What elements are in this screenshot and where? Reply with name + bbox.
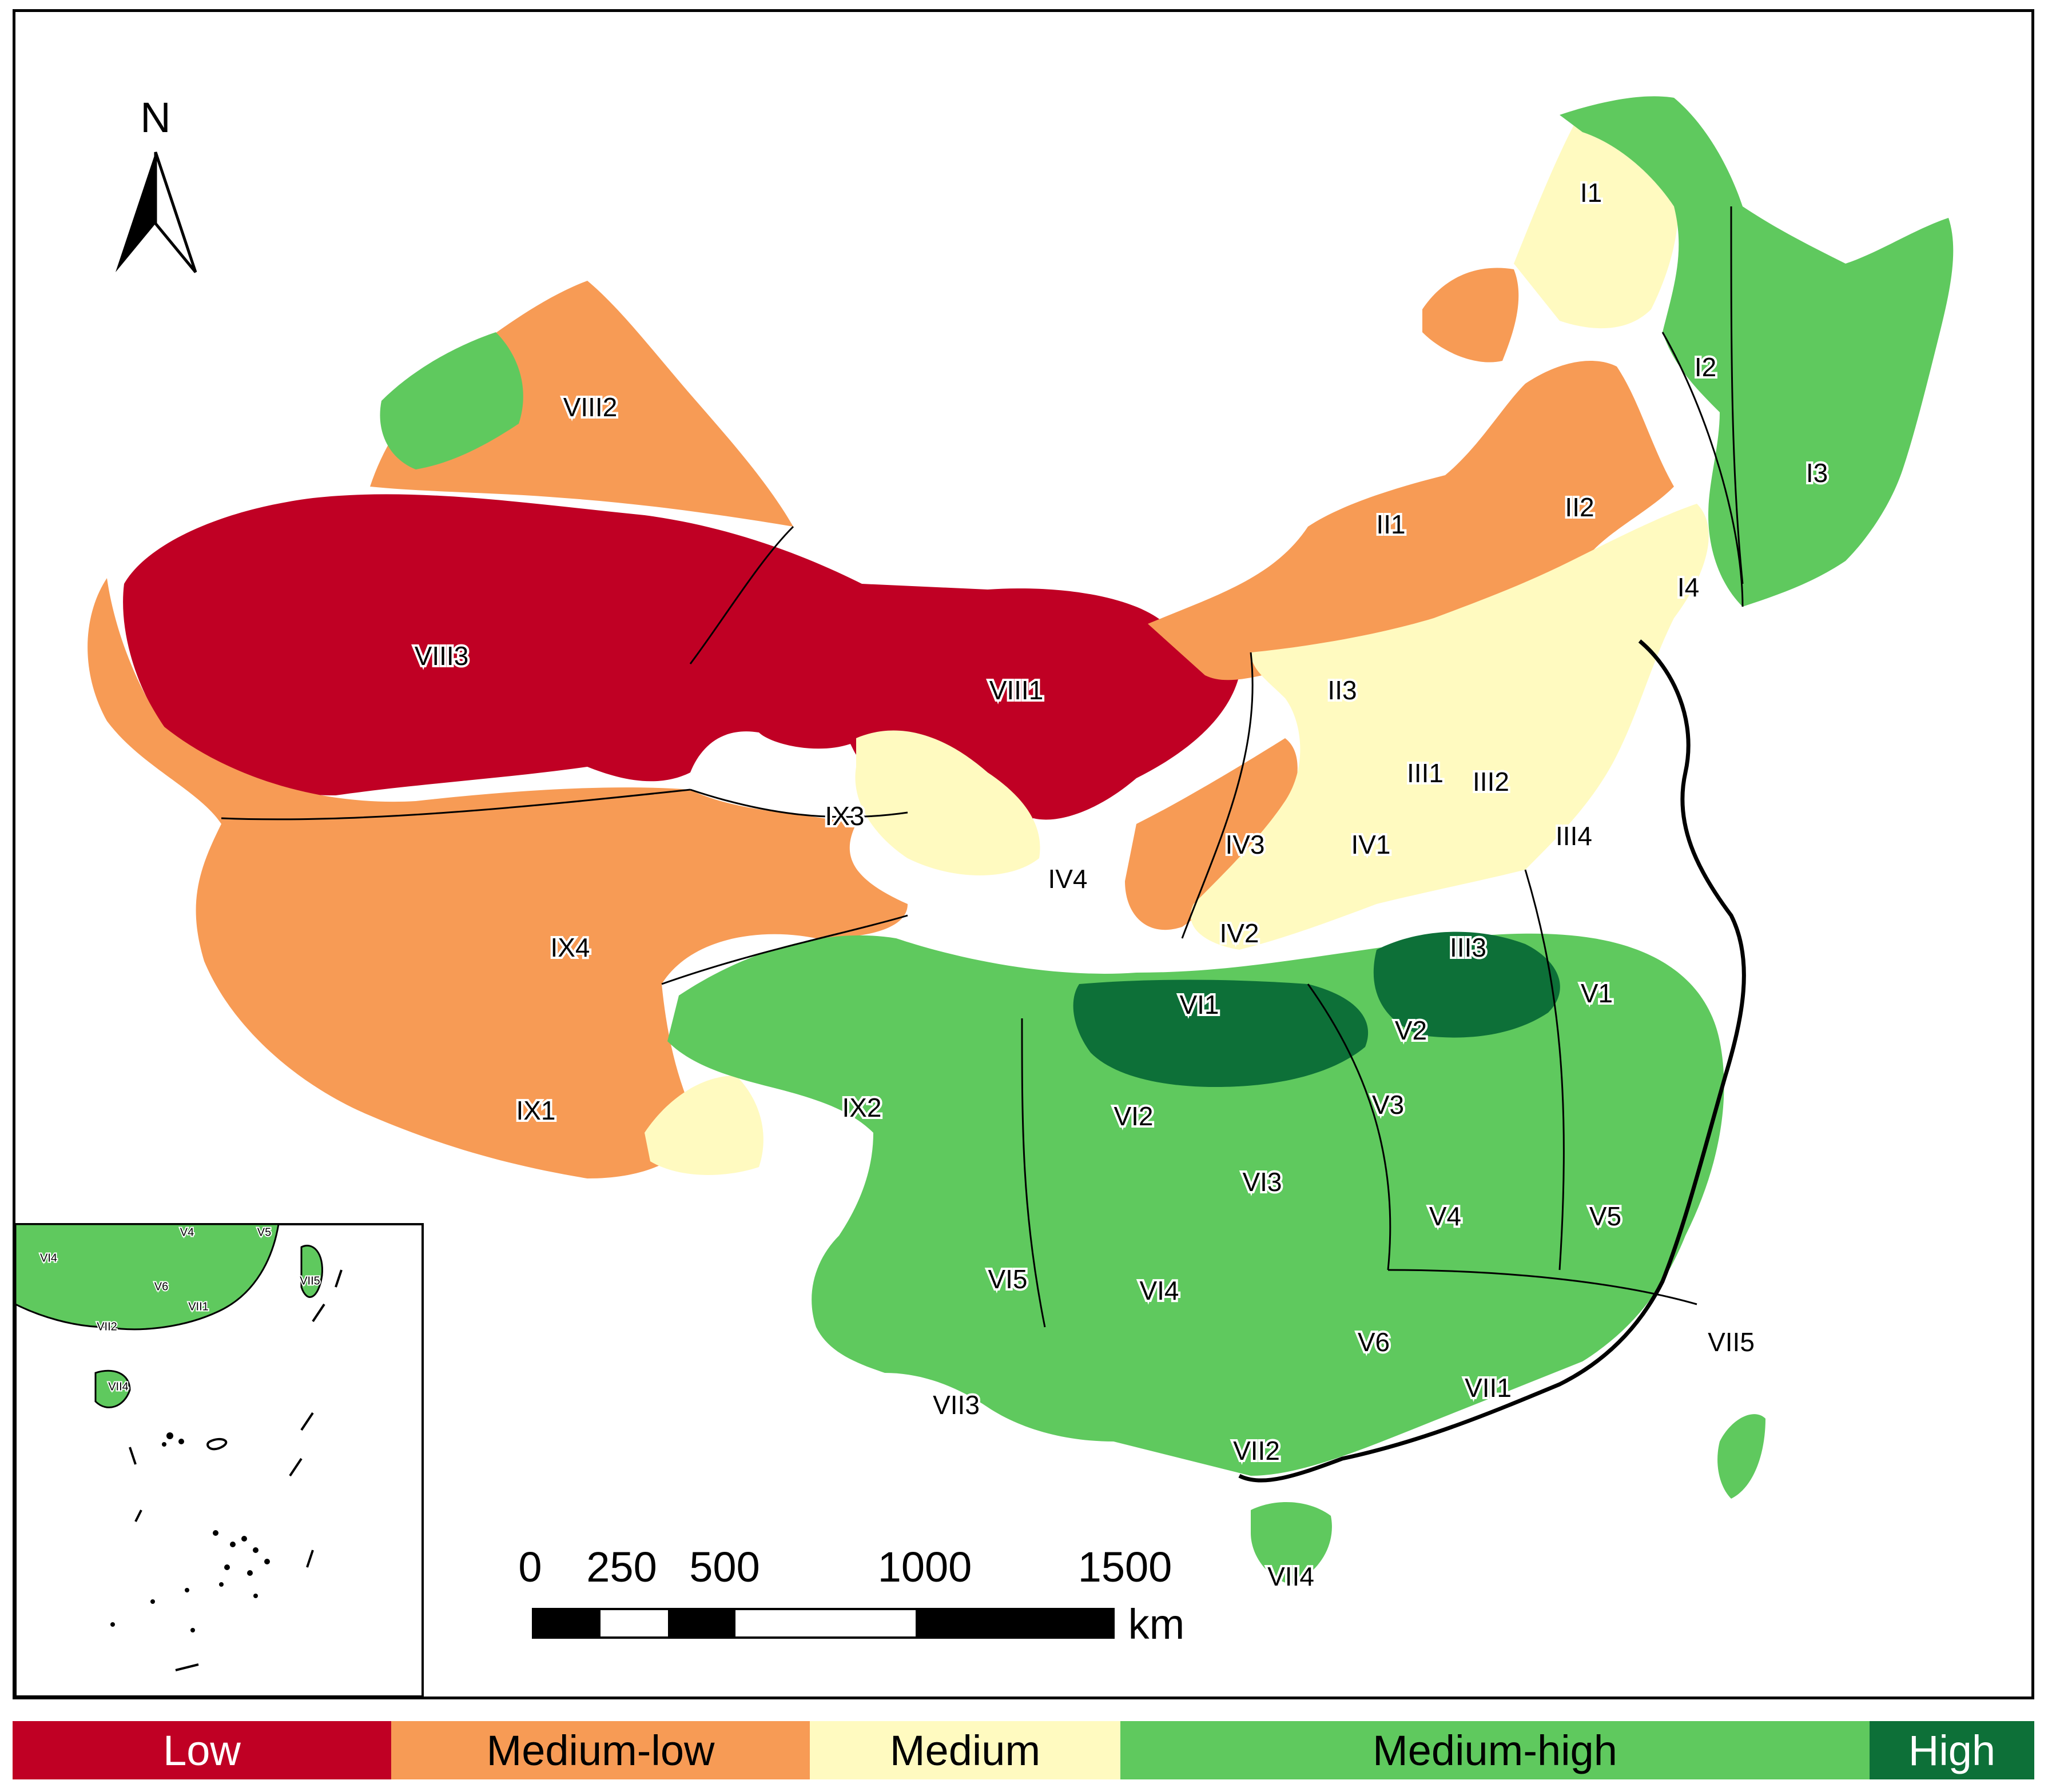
north-arrow: N — [116, 94, 197, 273]
region-label-vii5: VII5 — [1708, 1327, 1755, 1357]
zone-medium-high — [380, 332, 523, 469]
region-label-iv3: IV3 — [1225, 830, 1264, 859]
zone-medium — [1190, 504, 1709, 950]
zone-medium-low — [88, 578, 908, 1178]
zone-medium-high — [667, 933, 1724, 1476]
legend-label: High — [1908, 1726, 1996, 1774]
region-label-v2: V2 — [1395, 1016, 1427, 1045]
scale-tick-1000: 1000 — [878, 1543, 972, 1591]
region-label-i1: I1 — [1580, 178, 1602, 208]
zone-medium — [645, 1076, 763, 1175]
map-frame: N 0 250 500 1000 1500 km I1 I2 I3 I4 II1 II2 I… — [13, 9, 2034, 1699]
inset-labels: VI4 V6 VII1 VII2 VII4 VII5 V4 V5 — [39, 1225, 321, 1394]
inset-label-vii2: VII2 — [97, 1320, 117, 1333]
region-label-v1: V1 — [1581, 978, 1613, 1008]
inset-map — [15, 1223, 424, 1697]
region-label-i3: I3 — [1806, 458, 1828, 488]
region-label-vi5: VI5 — [988, 1264, 1027, 1294]
region-label-iv1: IV1 — [1351, 830, 1390, 859]
region-label-viii3: VIII3 — [415, 641, 469, 671]
zone-high — [1373, 931, 1560, 1038]
zone-medium-high — [1251, 1502, 1332, 1584]
region-label-iv2: IV2 — [1219, 918, 1259, 948]
region-label-ix2: IX2 — [842, 1093, 881, 1122]
region-labels: I1 I2 I3 I4 II1 II2 II3 III1 III2 III3 III4 IV1 IV2 I… — [412, 176, 1830, 1594]
region-label-vii4: VII4 — [1267, 1562, 1314, 1591]
region-label-viii2: VIII2 — [563, 392, 618, 422]
region-label-iii1: III1 — [1407, 758, 1443, 788]
region-label-ix1: IX1 — [516, 1096, 555, 1125]
legend-label: Medium-low — [486, 1726, 715, 1774]
zone-medium-low — [1422, 268, 1519, 363]
scale-tick-0: 0 — [518, 1543, 542, 1591]
region-label-iii4: III4 — [1556, 821, 1592, 851]
region-label-iii2: III2 — [1473, 767, 1509, 797]
zone-medium — [855, 730, 1040, 875]
region-label-vii3: VII3 — [933, 1390, 980, 1420]
legend-item-high: High — [1870, 1721, 2034, 1779]
region-label-iii3: III3 — [1450, 933, 1486, 962]
region-label-i4: I4 — [1677, 572, 1699, 602]
scale-tick-1500: 1500 — [1078, 1543, 1172, 1591]
region-label-ii3: II3 — [1327, 675, 1357, 705]
zone-medium-low — [1148, 361, 1674, 680]
region-label-vi4: VI4 — [1139, 1276, 1179, 1305]
scale-bar: 0 250 500 1000 1500 km — [518, 1543, 1184, 1648]
legend: Low Medium-low Medium Medium-high High — [13, 1721, 2034, 1779]
zone-medium-high — [1717, 1414, 1765, 1499]
legend-label: Medium — [889, 1726, 1041, 1774]
region-label-vi1: VI1 — [1179, 990, 1219, 1020]
inset-label-v4: V4 — [180, 1226, 194, 1239]
inset-label-vii4: VII4 — [108, 1380, 129, 1393]
region-label-ii1: II1 — [1376, 509, 1405, 539]
region-label-ix4: IX4 — [550, 933, 590, 962]
zone-low — [123, 494, 1240, 825]
legend-item-medium-high: Medium-high — [1120, 1721, 1870, 1779]
region-label-v6: V6 — [1358, 1327, 1390, 1357]
region-label-vii1: VII1 — [1465, 1373, 1512, 1403]
legend-label: Low — [163, 1726, 241, 1774]
region-label-vi2: VI2 — [1114, 1101, 1153, 1131]
inset-label-vi4: VI4 — [40, 1252, 57, 1264]
inset-label-vii1: VII1 — [188, 1300, 209, 1313]
zone-medium-low — [1125, 738, 1298, 930]
inset-label-v6: V6 — [154, 1280, 168, 1293]
region-label-ix3: IX3 — [825, 801, 864, 831]
zone-medium-low — [370, 281, 793, 527]
scale-unit: km — [1128, 1600, 1185, 1648]
legend-item-medium: Medium — [810, 1721, 1120, 1779]
inset-label-v5: V5 — [257, 1226, 271, 1239]
map-canvas: N 0 250 500 1000 1500 km I1I2I3I4II1II2I… — [15, 94, 1954, 1697]
region-label-v3: V3 — [1372, 1090, 1404, 1120]
legend-label: Medium-high — [1373, 1726, 1617, 1774]
north-label: N — [140, 94, 170, 141]
coastline — [1238, 639, 1746, 1483]
legend-item-medium-low: Medium-low — [391, 1721, 810, 1779]
region-label-v5: V5 — [1589, 1201, 1621, 1231]
zone-medium-high — [1560, 96, 1954, 607]
region-label-i2: I2 — [1695, 352, 1716, 382]
scale-tick-500: 500 — [689, 1543, 759, 1591]
zone-high — [1073, 979, 1369, 1087]
legend-item-low: Low — [13, 1721, 391, 1779]
region-label-vi3: VI3 — [1242, 1167, 1282, 1197]
region-label-vii2: VII2 — [1233, 1436, 1280, 1466]
region-label-ii2: II2 — [1565, 492, 1594, 522]
region-boundaries — [221, 206, 1744, 1328]
inset-label-vii5: VII5 — [300, 1275, 320, 1287]
region-label-iv4: IV4 — [1048, 864, 1087, 894]
region-label-v4: V4 — [1429, 1201, 1461, 1231]
region-label-viii1: VIII1 — [989, 675, 1044, 705]
scale-tick-250: 250 — [586, 1543, 657, 1591]
